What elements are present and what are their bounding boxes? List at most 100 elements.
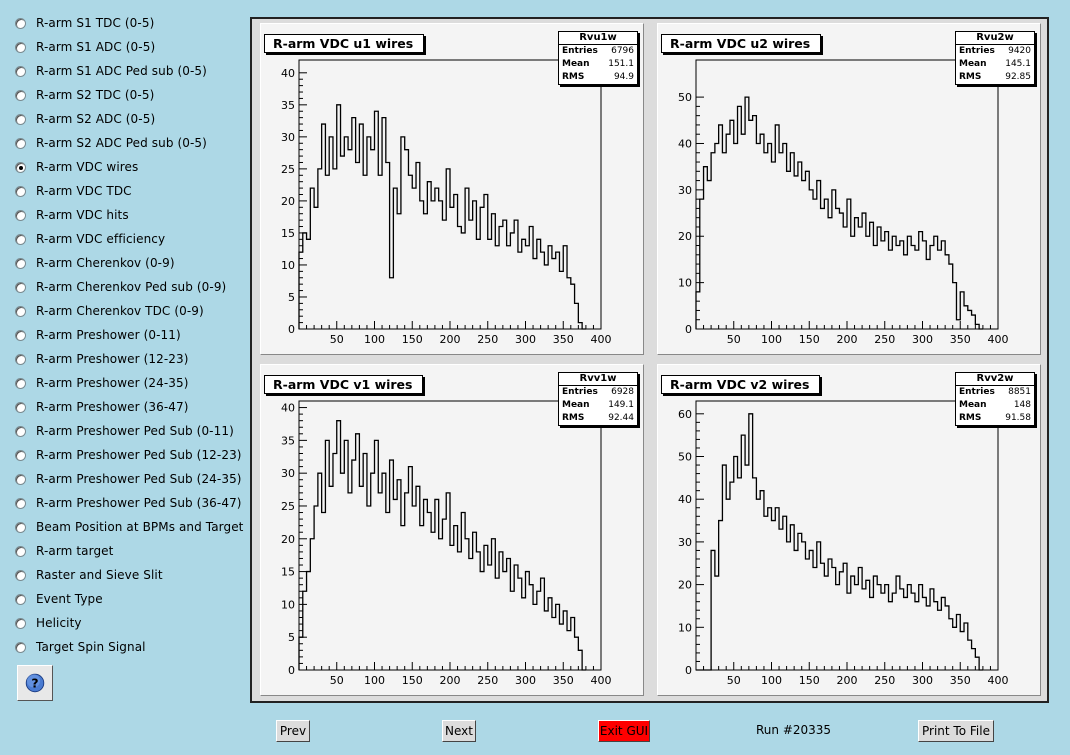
stats-value: 148	[1013, 400, 1031, 410]
radio-button[interactable]	[15, 137, 26, 149]
histogram-title: R-arm VDC v1 wires	[264, 375, 424, 394]
radio-item[interactable]: R-arm S2 ADC Ped sub (0-5)	[15, 133, 207, 153]
radio-item[interactable]: R-arm Preshower (12-23)	[15, 349, 189, 369]
radio-item[interactable]: Beam Position at BPMs and Target	[15, 517, 244, 537]
radio-button[interactable]	[15, 449, 26, 461]
x-tick-label: 400	[591, 674, 612, 687]
y-tick-label: 5	[288, 291, 295, 304]
stats-key: RMS	[959, 72, 982, 82]
radio-item[interactable]: R-arm VDC TDC	[15, 181, 132, 201]
radio-button[interactable]	[15, 89, 26, 101]
radio-item[interactable]: Target Spin Signal	[15, 637, 146, 657]
radio-item[interactable]: R-arm S1 TDC (0-5)	[15, 13, 154, 33]
x-tick-label: 50	[330, 333, 344, 346]
radio-item[interactable]: R-arm VDC efficiency	[15, 229, 165, 249]
radio-button[interactable]	[15, 545, 26, 557]
radio-button[interactable]	[15, 281, 26, 293]
radio-label: R-arm Preshower (0-11)	[36, 328, 181, 342]
radio-button[interactable]	[15, 401, 26, 413]
radio-button[interactable]	[15, 305, 26, 317]
radio-button[interactable]	[15, 521, 26, 533]
radio-item[interactable]: R-arm S1 ADC (0-5)	[15, 37, 155, 57]
stats-key: RMS	[562, 72, 585, 82]
radio-label: Event Type	[36, 592, 103, 606]
plot-frame	[298, 400, 602, 671]
next-button[interactable]: Next	[442, 720, 476, 742]
stats-box: Rvu2w Entries 9420 Mean 145.1 RMS 92.85	[955, 31, 1035, 85]
radio-item[interactable]: Helicity	[15, 613, 82, 633]
radio-item[interactable]: R-arm S2 ADC (0-5)	[15, 109, 155, 129]
stats-key: Mean	[562, 400, 590, 410]
print-to-file-button[interactable]: Print To File	[918, 720, 994, 742]
radio-item[interactable]: Event Type	[15, 589, 103, 609]
radio-label: R-arm Cherenkov (0-9)	[36, 256, 175, 270]
radio-button[interactable]	[15, 617, 26, 629]
radio-item[interactable]: R-arm Preshower Ped Sub (0-11)	[15, 421, 234, 441]
radio-button[interactable]	[15, 257, 26, 269]
x-tick-label: 250	[874, 333, 895, 346]
radio-item[interactable]: R-arm Cherenkov TDC (0-9)	[15, 301, 204, 321]
radio-button[interactable]	[15, 377, 26, 389]
radio-item[interactable]: R-arm Preshower Ped Sub (12-23)	[15, 445, 242, 465]
question-mark-icon: ?	[25, 673, 45, 693]
radio-button[interactable]	[15, 641, 26, 653]
radio-button[interactable]	[15, 593, 26, 605]
radio-button[interactable]	[15, 65, 26, 77]
radio-button[interactable]	[15, 473, 26, 485]
radio-button[interactable]	[15, 113, 26, 125]
y-tick-label: 5	[288, 631, 295, 644]
radio-button[interactable]	[15, 569, 26, 581]
radio-item[interactable]: R-arm Preshower (0-11)	[15, 325, 181, 345]
radio-item[interactable]: R-arm target	[15, 541, 113, 561]
radio-button[interactable]	[15, 425, 26, 437]
x-tick-label: 200	[440, 674, 461, 687]
stats-value: 6928	[611, 387, 634, 397]
radio-item[interactable]: R-arm Cherenkov Ped sub (0-9)	[15, 277, 226, 297]
help-button[interactable]: ?	[17, 665, 53, 701]
histogram-line	[298, 104, 586, 330]
stats-box-title: Rvu2w	[956, 32, 1034, 45]
radio-item[interactable]: R-arm Preshower (36-47)	[15, 397, 189, 417]
radio-button[interactable]	[15, 41, 26, 53]
radio-item[interactable]: R-arm VDC wires	[15, 157, 138, 177]
stats-value: 92.85	[1005, 72, 1031, 82]
radio-item[interactable]: R-arm Preshower Ped Sub (36-47)	[15, 493, 242, 513]
radio-button-selected[interactable]	[15, 161, 26, 173]
radio-button[interactable]	[15, 185, 26, 197]
radio-button[interactable]	[15, 233, 26, 245]
stats-value: 149.1	[608, 400, 634, 410]
y-tick-label: 20	[678, 230, 692, 243]
y-tick-label: 0	[288, 664, 295, 677]
histogram-line	[695, 96, 983, 330]
radio-button[interactable]	[15, 17, 26, 29]
radio-item[interactable]: R-arm Cherenkov (0-9)	[15, 253, 175, 273]
x-tick-label: 300	[515, 333, 536, 346]
plot-frame	[695, 59, 999, 330]
radio-item[interactable]: R-arm Preshower (24-35)	[15, 373, 189, 393]
exit-gui-button[interactable]: Exit GUI	[598, 720, 650, 742]
radio-item[interactable]: R-arm S2 TDC (0-5)	[15, 85, 154, 105]
radio-item[interactable]: R-arm VDC hits	[15, 205, 129, 225]
x-tick-label: 150	[402, 674, 423, 687]
radio-button[interactable]	[15, 329, 26, 341]
plot-frame	[695, 400, 999, 671]
radio-label: R-arm VDC efficiency	[36, 232, 166, 246]
radio-item[interactable]: R-arm S1 ADC Ped sub (0-5)	[15, 61, 207, 81]
stats-key: RMS	[562, 413, 585, 423]
radio-item[interactable]: Raster and Sieve Slit	[15, 565, 163, 585]
stats-box-title: Rvv1w	[559, 373, 637, 386]
radio-item[interactable]: R-arm Preshower Ped Sub (24-35)	[15, 469, 242, 489]
radio-label: R-arm VDC hits	[36, 208, 129, 222]
radio-label: R-arm Preshower (12-23)	[36, 352, 189, 366]
histogram-plot: 0 5 10 15 20 25 30 35 40 50 100 150 200 250 300 350 400	[281, 59, 612, 346]
radio-label: R-arm Preshower Ped Sub (24-35)	[36, 472, 242, 486]
stats-box: Rvv2w Entries 8851 Mean 148 RMS 91.58	[955, 372, 1035, 426]
radio-button[interactable]	[15, 209, 26, 221]
prev-button[interactable]: Prev	[276, 720, 310, 742]
run-number-label: Run #20335	[756, 723, 832, 737]
radio-button[interactable]	[15, 353, 26, 365]
x-tick-label: 150	[799, 674, 820, 687]
radio-button[interactable]	[15, 497, 26, 509]
histogram-line	[298, 420, 586, 671]
histogram-plot: 0 10 20 30 40 50 60 50 100 150 200 250 300 350 400	[678, 400, 1009, 687]
